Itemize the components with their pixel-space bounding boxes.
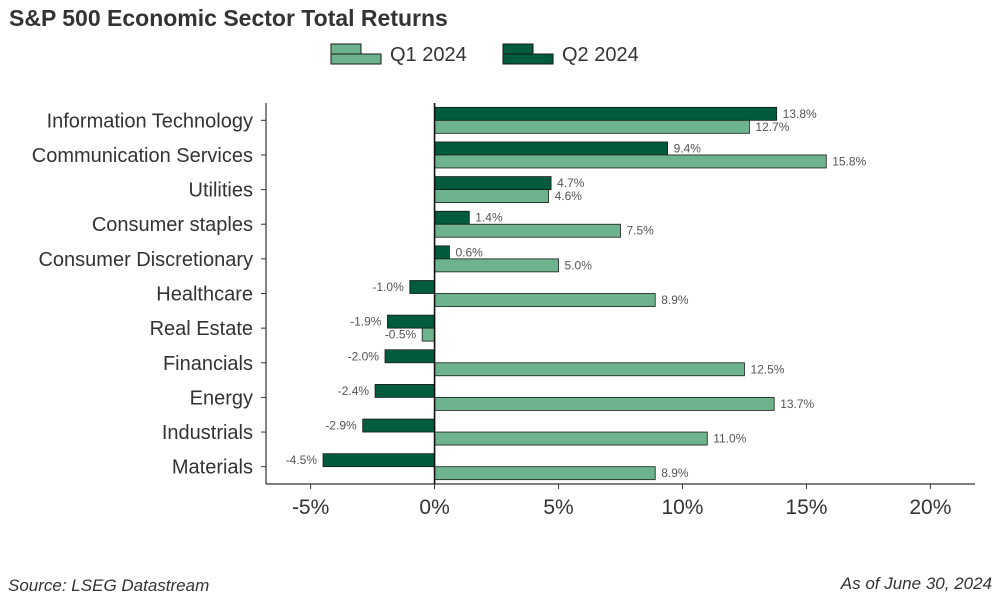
bar-q2-label: 0.6% [455,245,483,259]
bar-q1 [434,119,750,134]
bar-q2 [384,349,435,364]
bar-q2 [409,280,435,294]
bar-q2 [322,453,435,468]
category-label: Information Technology [47,110,253,132]
bar-q1 [421,327,435,342]
bar-q1 [434,362,745,377]
x-tick-label: 0% [419,496,449,519]
category-label: Industrials [162,422,253,444]
bar-q1-label: 12.7% [755,120,789,134]
x-tick-label: 20% [909,496,951,519]
bar-q2-label: -4.5% [286,453,318,467]
bar-q1-label: 5.0% [565,258,593,272]
bar-q2 [434,176,552,190]
bar-q1 [434,154,827,169]
bar-q2-label: -1.9% [350,315,382,329]
x-tick-label: 5% [543,496,573,519]
x-tick-label: -5% [292,496,329,519]
legend-swatch-q2 [502,43,554,65]
bar-q1-label: 11.0% [713,432,746,446]
bar-q2 [387,314,435,329]
bar-q1-label: 7.5% [627,224,655,238]
bar-q1-label: 8.9% [661,293,689,307]
bar-q1-label: 8.9% [661,466,689,480]
x-tick-label: 15% [785,496,827,519]
bar-q2 [434,141,669,156]
chart-title: S&P 500 Economic Sector Total Returns [9,5,448,31]
category-label: Consumer staples [92,214,253,236]
x-tick-label: 10% [661,496,703,519]
bar-q1 [434,189,550,203]
category-label: Healthcare [156,284,253,306]
bar-q2 [374,384,435,398]
bar-q2-label: -1.0% [372,280,404,294]
legend-swatch-q1 [330,43,382,65]
category-label: Utilities [189,180,253,202]
bar-q2-label: -2.0% [348,349,380,363]
bar-q1 [434,293,656,307]
bar-q1-label: 13.7% [780,397,814,411]
bar-q2 [434,245,450,260]
bar-q1 [434,258,559,273]
category-label: Financials [163,353,253,375]
bar-q2 [362,418,435,433]
legend-label-q2: Q2 2024 [562,44,639,66]
bar-q2 [434,106,778,121]
category-label: Energy [190,387,253,409]
bar-q1-label: -0.5% [385,328,417,342]
bar-q2-label: 13.8% [783,107,817,121]
category-label: Real Estate [150,318,253,340]
bar-q1 [434,223,621,238]
source-note: Source: LSEG Datastream [8,576,210,595]
bar-q1 [434,431,708,446]
bar-q2-label: 1.4% [475,211,503,225]
bar-q1-label: 15.8% [832,154,866,168]
category-label: Consumer Discretionary [38,249,253,271]
bar-q1-label: 12.5% [750,362,784,376]
legend-label-q1: Q1 2024 [390,44,467,66]
bar-q1 [434,466,656,481]
as-of-date-note: As of June 30, 2024 [840,574,992,593]
bar-q1-label: 4.6% [555,189,583,203]
category-label: Communication Services [32,145,253,167]
bar-q2-label: -2.9% [325,419,357,433]
bar-q2-label: -2.4% [338,384,370,398]
bar-q1 [434,397,775,411]
bar-q2-label: 9.4% [674,141,702,155]
bar-q2-label: 4.7% [557,176,585,190]
bar-q2 [434,210,470,225]
category-label: Materials [172,457,253,479]
